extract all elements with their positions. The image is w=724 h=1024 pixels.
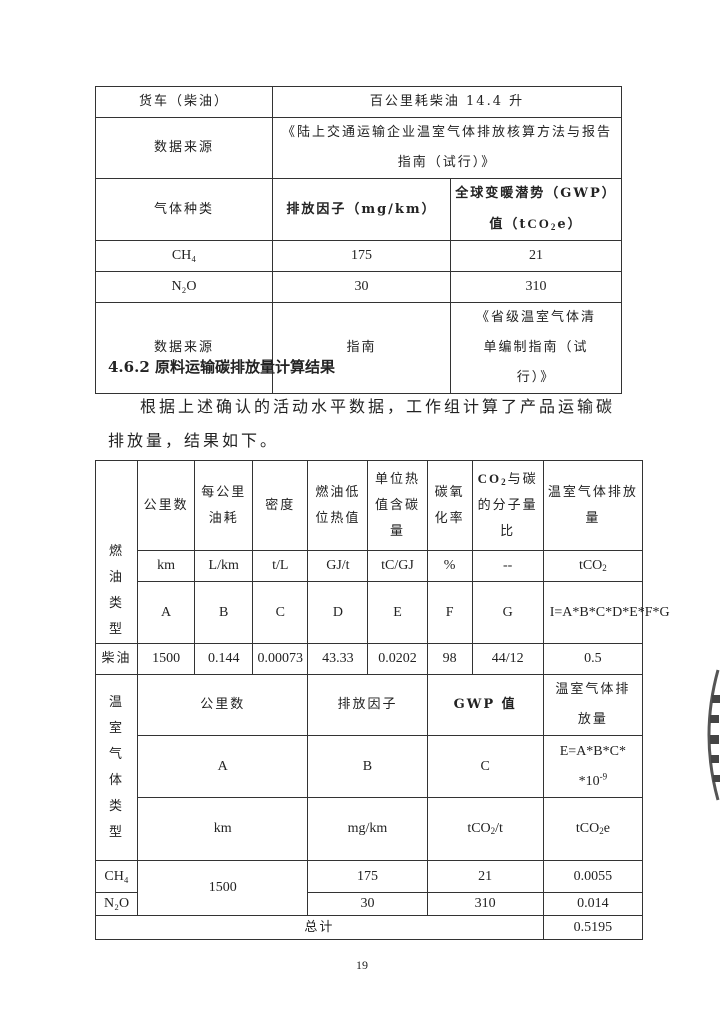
letter-cell: G [471,581,544,644]
factor-value: 30 [272,271,451,303]
column-header: CO2与碳的分子量比 [471,460,544,551]
gwp-header: 全球变暖潜势（GWP）值（tCO2e） [450,178,622,241]
unit-cell: % [426,550,473,582]
column-header: 燃油低位热值 [307,460,369,551]
ghg-formula: E=A*B*C* *10-9 [542,735,644,798]
emission-value: 0.014 [542,892,644,916]
fuel-name: 柴油 [94,643,139,675]
gwp-value: 310 [450,271,622,303]
source-gwp: 《省级温室气体清单编制指南（试行）》 [450,302,622,394]
ghg-header-km: 公里数 [137,674,309,736]
source-label: 数据来源 [95,302,273,394]
fuel-value: 1500 [137,643,196,675]
factor-value: 175 [272,240,451,272]
ghg-unit-factor: mg/km [307,797,428,861]
ghg-type-label: 温室气体类型 [94,674,139,861]
fuel-value: 0.00073 [252,643,309,675]
gas-name: CH₄ [94,860,139,893]
unit-cell: -- [471,550,544,582]
factor-value: 30 [307,892,428,916]
ghg-unit-km: km [137,797,309,861]
total-value: 0.5195 [542,915,644,940]
source-value: 《陆上交通运输企业温室气体排放核算方法与报告指南（试行）》 [272,117,622,179]
letter-cell: F [426,581,473,644]
ghg-unit-gwp: tCO2/t [426,797,544,861]
unit-cell: GJ/t [307,550,369,582]
column-header: 公里数 [137,460,196,551]
total-label: 总计 [95,915,544,940]
fuel-value: 0.144 [194,643,254,675]
source-label: 数据来源 [95,117,273,179]
column-header: 碳氧化率 [426,460,473,551]
fuel-value: 0.5 [542,643,644,675]
gwp-value: 21 [450,240,622,272]
fuel-type-label: 燃油类型 [94,460,139,644]
emission-factor-header: 排放因子（mg/km） [272,178,451,241]
partial-seal-stamp [707,669,720,801]
ghg-header-emission: 温室气体排放量 [542,674,644,736]
section-heading: 4.6.2 原料运输碳排放量计算结果 [108,358,335,376]
gas-name: N₂O [95,271,273,303]
column-header: 每公里油耗 [194,460,254,551]
column-header: 单位热值含碳量 [367,460,428,551]
fuel-value: 44/12 [471,643,544,675]
truck-fuel-consumption: 百公里耗柴油 14.4 升 [272,86,622,118]
transport-emission-calc-table: 燃油类型 公里数 每公里油耗 密度 燃油低位热值 单位热值含碳量 碳氧化率 CO2与碳的分子量… [94,460,670,940]
unit-cell: km [137,550,196,582]
letter-cell: B [194,581,254,644]
ghg-letter-b: B [307,735,428,798]
fuel-value: 98 [426,643,473,675]
fuel-value: 43.33 [307,643,369,675]
unit-cell: tC/GJ [367,550,428,582]
column-header: 密度 [252,460,309,551]
gas-name: CH₄ [95,240,273,272]
truck-emission-factor-table: 货车（柴油） 百公里耗柴油 14.4 升 数据来源 《陆上交通运输企业温室气体排… [95,86,622,394]
ghg-header-gwp: GWP 值 [426,674,544,736]
letter-cell: A [137,581,196,644]
ghg-letter-a: A [137,735,309,798]
letter-cell: D [307,581,369,644]
letter-cell: I=A*B*C*D*E*F*G [542,581,670,644]
body-paragraph: 根据上述确认的活动水平数据，工作组计算了产品运输碳排放量，结果如下。 [108,397,616,450]
ghg-header-factor: 排放因子 [307,674,428,736]
letter-cell: E [367,581,428,644]
source-factor: 指南 [272,302,451,394]
factor-value: 175 [307,860,428,893]
unit-cell: L/km [194,550,254,582]
page-number: 19 [356,958,368,972]
emission-value: 0.0055 [542,860,644,893]
gas-name: N₂O [94,892,139,916]
ghg-km-value: 1500 [137,860,309,916]
unit-cell: tCO2 [542,550,644,582]
truck-label: 货车（柴油） [95,86,273,118]
letter-cell: C [252,581,309,644]
ghg-unit-emission: tCO2e [542,797,644,861]
gwp-value: 310 [426,892,544,916]
column-header: 温室气体排放量 [542,460,644,551]
ghg-letter-c: C [426,735,544,798]
gas-type-header: 气体种类 [95,178,273,241]
fuel-value: 0.0202 [367,643,428,675]
unit-cell: t/L [252,550,309,582]
gwp-value: 21 [426,860,544,893]
